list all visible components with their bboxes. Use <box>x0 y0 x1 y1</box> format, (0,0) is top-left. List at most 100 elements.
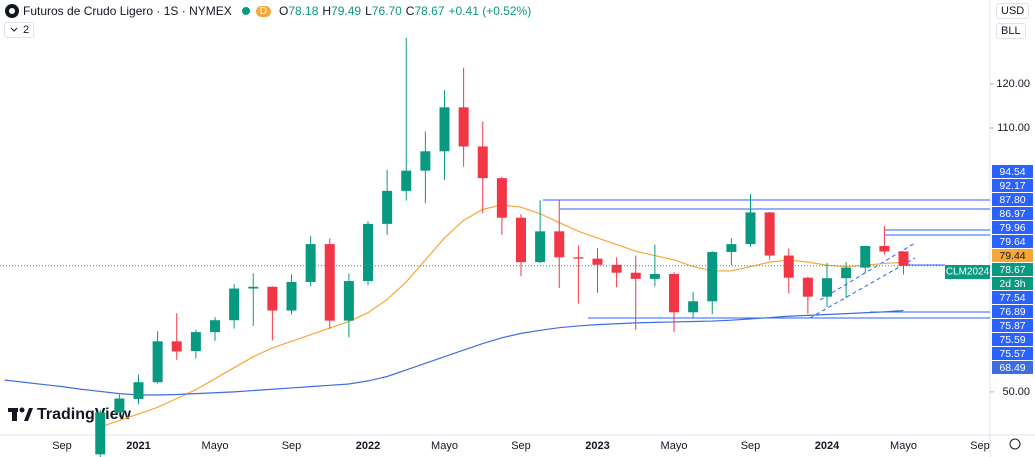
candle-body <box>248 286 259 289</box>
chevron-icon <box>10 27 18 32</box>
price-badge-text: 94.54 <box>999 166 1025 178</box>
candle-body <box>305 244 316 282</box>
ohlc-value: 78.18 <box>288 4 319 18</box>
candle-body <box>343 281 354 321</box>
candle-body <box>726 244 737 253</box>
x-tick-label: Mayo <box>661 440 688 452</box>
y-tick-label: 120.00 <box>996 78 1030 90</box>
x-tick-label: Sep <box>970 440 990 452</box>
candle-body <box>190 332 201 351</box>
candle-body <box>229 288 240 321</box>
x-tick-label: Sep <box>511 440 531 452</box>
price-badge <box>992 249 1033 262</box>
candle-body <box>267 286 278 311</box>
candle-body <box>382 190 393 224</box>
price-badge <box>992 235 1033 248</box>
unit-button[interactable]: BLL <box>996 23 1026 39</box>
candle-body <box>401 170 412 191</box>
candle-body <box>171 341 182 352</box>
logo-shape <box>24 408 33 421</box>
x-tick-label: 2024 <box>815 440 840 452</box>
candle-body <box>764 212 775 256</box>
symbol-badge <box>945 265 990 279</box>
x-tick-label: Sep <box>741 440 761 452</box>
logo-shape <box>12 408 17 421</box>
candle-body <box>363 223 373 282</box>
price-badge-text: 77.54 <box>999 292 1025 304</box>
candle-body <box>324 244 335 321</box>
candle-body <box>286 281 297 311</box>
channel-line <box>809 257 916 319</box>
indicators-toggle[interactable]: 2 <box>4 22 35 38</box>
candle-body <box>611 264 622 273</box>
status-dot <box>241 7 250 15</box>
price-badge-text: 75.57 <box>999 348 1025 360</box>
ohlc-value: 79.49 <box>331 4 362 18</box>
candle-body <box>649 274 660 279</box>
y-tick-label: 50.00 <box>1002 386 1030 398</box>
x-tick-label: 2022 <box>356 440 380 452</box>
candle-body <box>114 398 125 413</box>
price-badge-text: 87.80 <box>999 194 1025 206</box>
ohlc-value: 76.70 <box>371 4 402 18</box>
candle-body <box>783 255 794 278</box>
candle-body <box>133 382 144 399</box>
settings-icon[interactable] <box>1009 438 1021 450</box>
candle-body <box>458 107 469 147</box>
candle-body <box>573 257 584 259</box>
ohlc-values: O78.18 H79.49 L76.70 C78.67 <box>279 4 449 18</box>
candle-body <box>802 277 813 297</box>
candle-body <box>152 341 163 383</box>
symbol-title: Futuros de Crudo Ligero · 1S · NYMEX <box>23 4 232 18</box>
x-tick-label: Mayo <box>431 440 458 452</box>
delay-flag[interactable]: D <box>255 5 271 17</box>
candle-body <box>439 107 450 152</box>
price-badge-text: 79.64 <box>999 236 1025 248</box>
candle-body <box>496 178 507 218</box>
price-badge <box>992 277 1033 290</box>
candle-body <box>688 301 699 313</box>
price-badge-text: 92.17 <box>999 180 1025 192</box>
price-badge <box>992 263 1033 276</box>
candle-body <box>707 252 718 302</box>
candle-body <box>210 320 220 333</box>
moving-average <box>100 204 904 428</box>
price-badge <box>992 165 1033 178</box>
candle-body <box>420 151 431 171</box>
candle-body <box>95 412 106 455</box>
symbol-icon <box>5 4 19 18</box>
ohlc-key: L <box>365 4 372 18</box>
logo: TradingView <box>8 406 132 423</box>
y-tick-label: 110.00 <box>997 122 1030 134</box>
price-badge <box>992 361 1033 374</box>
x-tick-label: Sep <box>52 440 72 452</box>
price-badge-text: 78.67 <box>999 264 1025 276</box>
candle-body <box>477 146 488 179</box>
price-badge-text: 2d 3h <box>999 278 1025 290</box>
candle-body <box>669 274 679 313</box>
price-badge-text: 79.44 <box>999 250 1025 262</box>
drawings <box>543 199 990 319</box>
candle-body <box>860 246 871 268</box>
candle-body <box>879 246 890 252</box>
ohlc-key: C <box>405 4 415 18</box>
price-badge <box>992 305 1033 318</box>
currency-button[interactable]: USD <box>996 3 1030 19</box>
price-badge <box>992 347 1033 360</box>
price-badge-text: 76.89 <box>999 306 1025 318</box>
candle-body <box>841 267 852 279</box>
indicator-count: 2 <box>23 24 30 36</box>
price-badge-text: 86.97 <box>999 208 1025 220</box>
candle-body <box>516 217 526 263</box>
price-badge <box>992 291 1033 304</box>
candle-body <box>592 258 603 265</box>
x-tick-label: 2023 <box>585 440 609 452</box>
logo-shape <box>19 407 25 413</box>
brand: TradingView <box>37 406 132 423</box>
price-badge-text: 68.49 <box>999 362 1025 374</box>
price-badge-text: 79.96 <box>999 222 1025 234</box>
candle-body <box>554 231 565 258</box>
ohlc-key: H <box>322 4 332 18</box>
symbol-badge-text: CLM2024 <box>946 267 990 278</box>
